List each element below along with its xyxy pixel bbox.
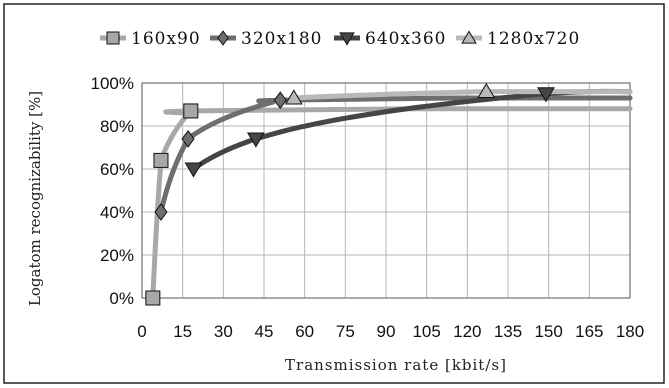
chart-frame (3, 3, 665, 384)
data-point-320x180 (181, 130, 195, 148)
data-point-320x180 (273, 91, 287, 110)
data-point-1280x720 (477, 82, 496, 99)
data-point-1280x720 (284, 89, 303, 105)
x-tick-label: 0 (137, 322, 146, 341)
plot-area (141, 82, 631, 299)
x-tick-label: 45 (255, 322, 274, 341)
y-tick-label: 100% (91, 74, 134, 93)
legend-marker-320x180 (217, 30, 229, 46)
legend-label-1280x720: 1280x720 (487, 29, 580, 49)
x-tick-label: 180 (616, 322, 644, 341)
legend-label-320x180: 320x180 (241, 29, 322, 49)
data-point-640x360 (537, 87, 555, 103)
y-axis-label: Logatom recognizability [%] (26, 91, 44, 306)
x-tick-label: 30 (214, 322, 233, 341)
y-tick-label: 40% (100, 203, 134, 222)
legend-label-640x360: 640x360 (365, 29, 446, 49)
series-curve-320x180 (158, 95, 633, 215)
data-point-640x360 (246, 132, 265, 148)
x-tick-label: 60 (295, 322, 314, 341)
x-tick-label: 75 (336, 322, 355, 341)
data-point-160x90 (153, 152, 169, 168)
y-tick-label: 60% (100, 160, 134, 179)
x-tick-label: 165 (575, 322, 603, 341)
legend-marker-640x360 (339, 32, 355, 46)
series-curve-640x360 (191, 88, 633, 172)
y-tick-label: 0% (109, 289, 134, 308)
x-tick-label: 15 (173, 322, 192, 341)
x-tick-label: 105 (412, 322, 440, 341)
series-markers (145, 82, 555, 306)
x-tick-label: 150 (534, 322, 562, 341)
data-point-160x90 (145, 290, 161, 306)
data-point-640x360 (184, 162, 203, 178)
legend-marker-1280x720 (461, 30, 477, 44)
legend: 160x90 320x180 640x360 1280x720 (100, 29, 580, 49)
x-tick-label: 120 (453, 322, 481, 341)
legend-label-160x90: 160x90 (131, 29, 201, 49)
data-point-160x90 (183, 103, 199, 119)
x-tick-label: 90 (377, 322, 396, 341)
y-tick-label: 20% (100, 246, 134, 265)
x-axis-label: Transmission rate [kbit/s] (285, 356, 507, 374)
x-tick-labels: 0 15 30 45 60 75 90 105 120 135 150 165 180 (137, 322, 644, 341)
data-point-320x180 (154, 203, 168, 221)
y-tick-label: 80% (100, 117, 134, 136)
legend-marker-160x90 (106, 31, 120, 45)
x-tick-label: 135 (494, 322, 522, 341)
y-tick-labels: 0% 20% 40% 60% 80% 100% (91, 74, 134, 308)
